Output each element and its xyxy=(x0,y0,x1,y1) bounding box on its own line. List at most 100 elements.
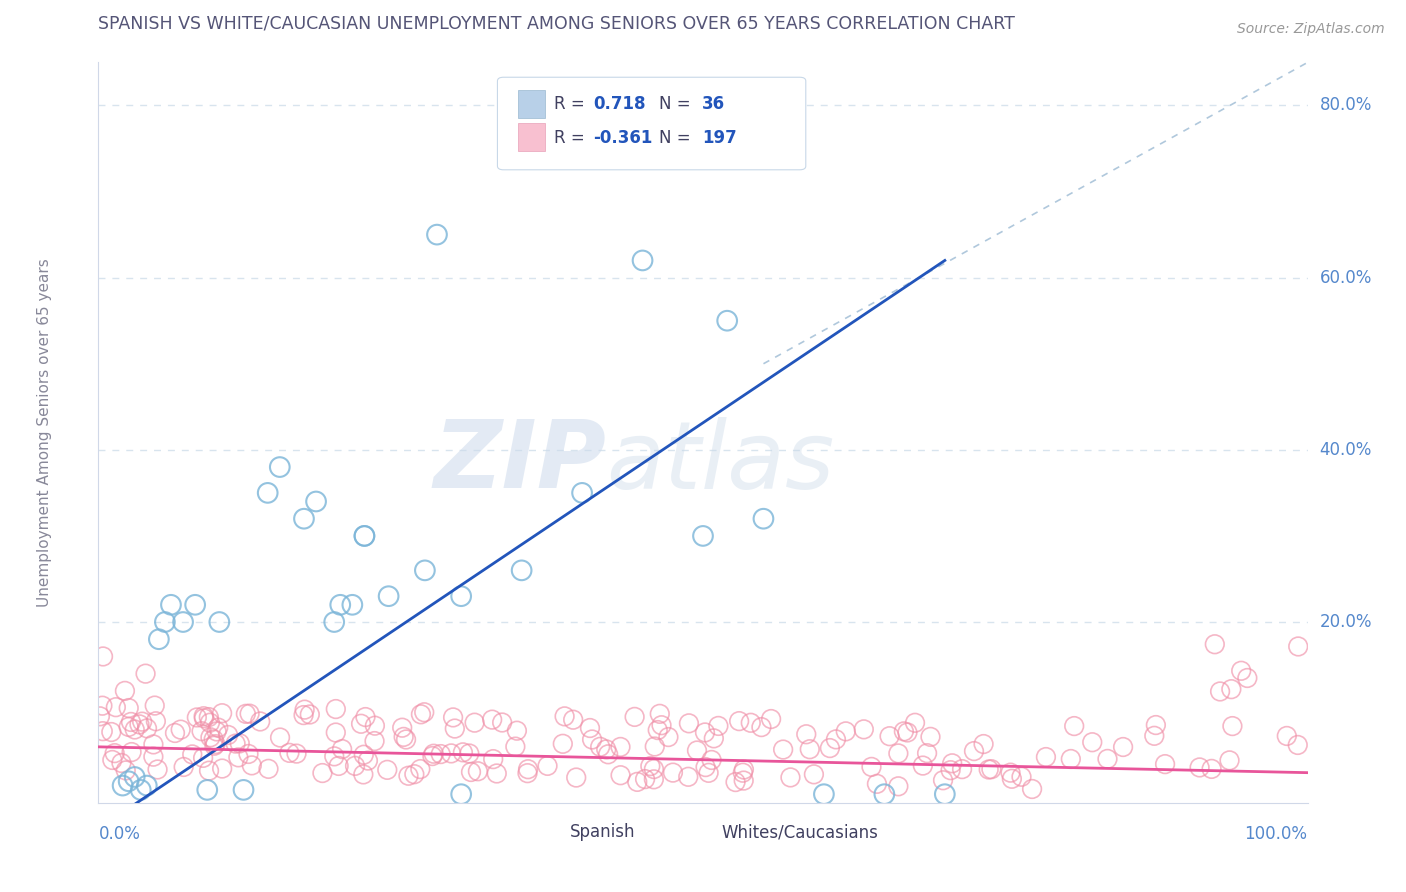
Text: -0.361: -0.361 xyxy=(593,129,652,147)
Text: 40.0%: 40.0% xyxy=(1320,441,1372,458)
Point xyxy=(1188,760,1211,774)
Point xyxy=(328,759,350,773)
Point xyxy=(121,745,143,759)
Point xyxy=(217,728,239,742)
Point xyxy=(377,589,399,603)
Point xyxy=(285,747,308,761)
Point xyxy=(422,749,444,764)
Point xyxy=(395,732,418,747)
Point xyxy=(835,724,858,739)
Point xyxy=(703,731,725,746)
Point xyxy=(1209,684,1232,698)
Point xyxy=(482,752,505,766)
Point xyxy=(111,779,134,793)
Point xyxy=(803,767,825,781)
Point xyxy=(813,787,835,801)
Point xyxy=(443,722,465,736)
Point xyxy=(950,762,973,776)
Point xyxy=(571,486,593,500)
Point xyxy=(731,765,754,780)
Point xyxy=(643,772,665,787)
Text: Whites/Caucasians: Whites/Caucasians xyxy=(721,823,877,841)
Text: R =: R = xyxy=(554,129,591,147)
Point xyxy=(131,714,153,729)
Point xyxy=(239,706,262,721)
Point xyxy=(980,762,1002,776)
Point xyxy=(693,725,716,739)
Point xyxy=(977,763,1000,777)
Point xyxy=(89,709,111,723)
Point xyxy=(536,759,558,773)
Point xyxy=(298,707,321,722)
Text: R =: R = xyxy=(554,95,591,113)
Point xyxy=(170,723,193,737)
Point xyxy=(1143,729,1166,743)
Point xyxy=(128,717,150,731)
Point xyxy=(598,747,620,762)
Point xyxy=(269,460,291,475)
Point xyxy=(458,747,481,761)
Point xyxy=(1154,757,1177,772)
FancyBboxPatch shape xyxy=(498,78,806,169)
Point xyxy=(464,715,486,730)
Point xyxy=(354,710,377,724)
Point xyxy=(205,724,228,739)
Point xyxy=(404,767,426,781)
Point xyxy=(678,716,700,731)
Point xyxy=(1112,739,1135,754)
Point xyxy=(325,702,347,716)
Point xyxy=(426,227,449,242)
Point xyxy=(207,721,229,735)
Point xyxy=(626,775,648,789)
Point xyxy=(609,739,631,754)
Point xyxy=(911,758,934,772)
Point xyxy=(779,771,801,785)
Point xyxy=(256,486,278,500)
Point xyxy=(589,739,612,754)
Point xyxy=(860,760,883,774)
Point xyxy=(124,770,146,784)
Point xyxy=(510,563,533,577)
Point xyxy=(939,763,962,777)
Point xyxy=(364,719,387,733)
Point xyxy=(752,512,775,526)
Point xyxy=(707,719,730,733)
Point xyxy=(235,706,257,721)
Point xyxy=(852,723,875,737)
Text: N =: N = xyxy=(659,129,696,147)
Point xyxy=(562,713,585,727)
Point xyxy=(202,732,225,747)
Point xyxy=(409,707,432,722)
Text: 80.0%: 80.0% xyxy=(1320,96,1372,114)
Point xyxy=(678,770,700,784)
Point xyxy=(1218,753,1240,767)
Point xyxy=(148,632,170,647)
Point xyxy=(1063,719,1085,733)
Point xyxy=(413,563,436,577)
Point xyxy=(184,598,207,612)
Point xyxy=(932,773,955,788)
Point xyxy=(963,744,986,758)
Point xyxy=(118,701,141,715)
Point xyxy=(1220,682,1243,697)
Point xyxy=(634,772,657,786)
Point xyxy=(278,746,301,760)
Text: 20.0%: 20.0% xyxy=(1320,613,1372,631)
Point xyxy=(249,714,271,729)
Point xyxy=(697,765,720,780)
Point xyxy=(117,720,139,734)
Point xyxy=(505,739,527,754)
Point xyxy=(181,747,204,762)
Point xyxy=(198,764,221,778)
Point xyxy=(292,708,315,723)
Point xyxy=(647,723,669,737)
Point xyxy=(143,698,166,713)
Point xyxy=(1275,729,1298,743)
Point xyxy=(323,615,346,629)
Point xyxy=(1000,765,1022,780)
Point xyxy=(551,737,574,751)
Point xyxy=(873,787,896,801)
Point xyxy=(136,722,159,736)
Text: atlas: atlas xyxy=(606,417,835,508)
Point xyxy=(232,783,254,797)
